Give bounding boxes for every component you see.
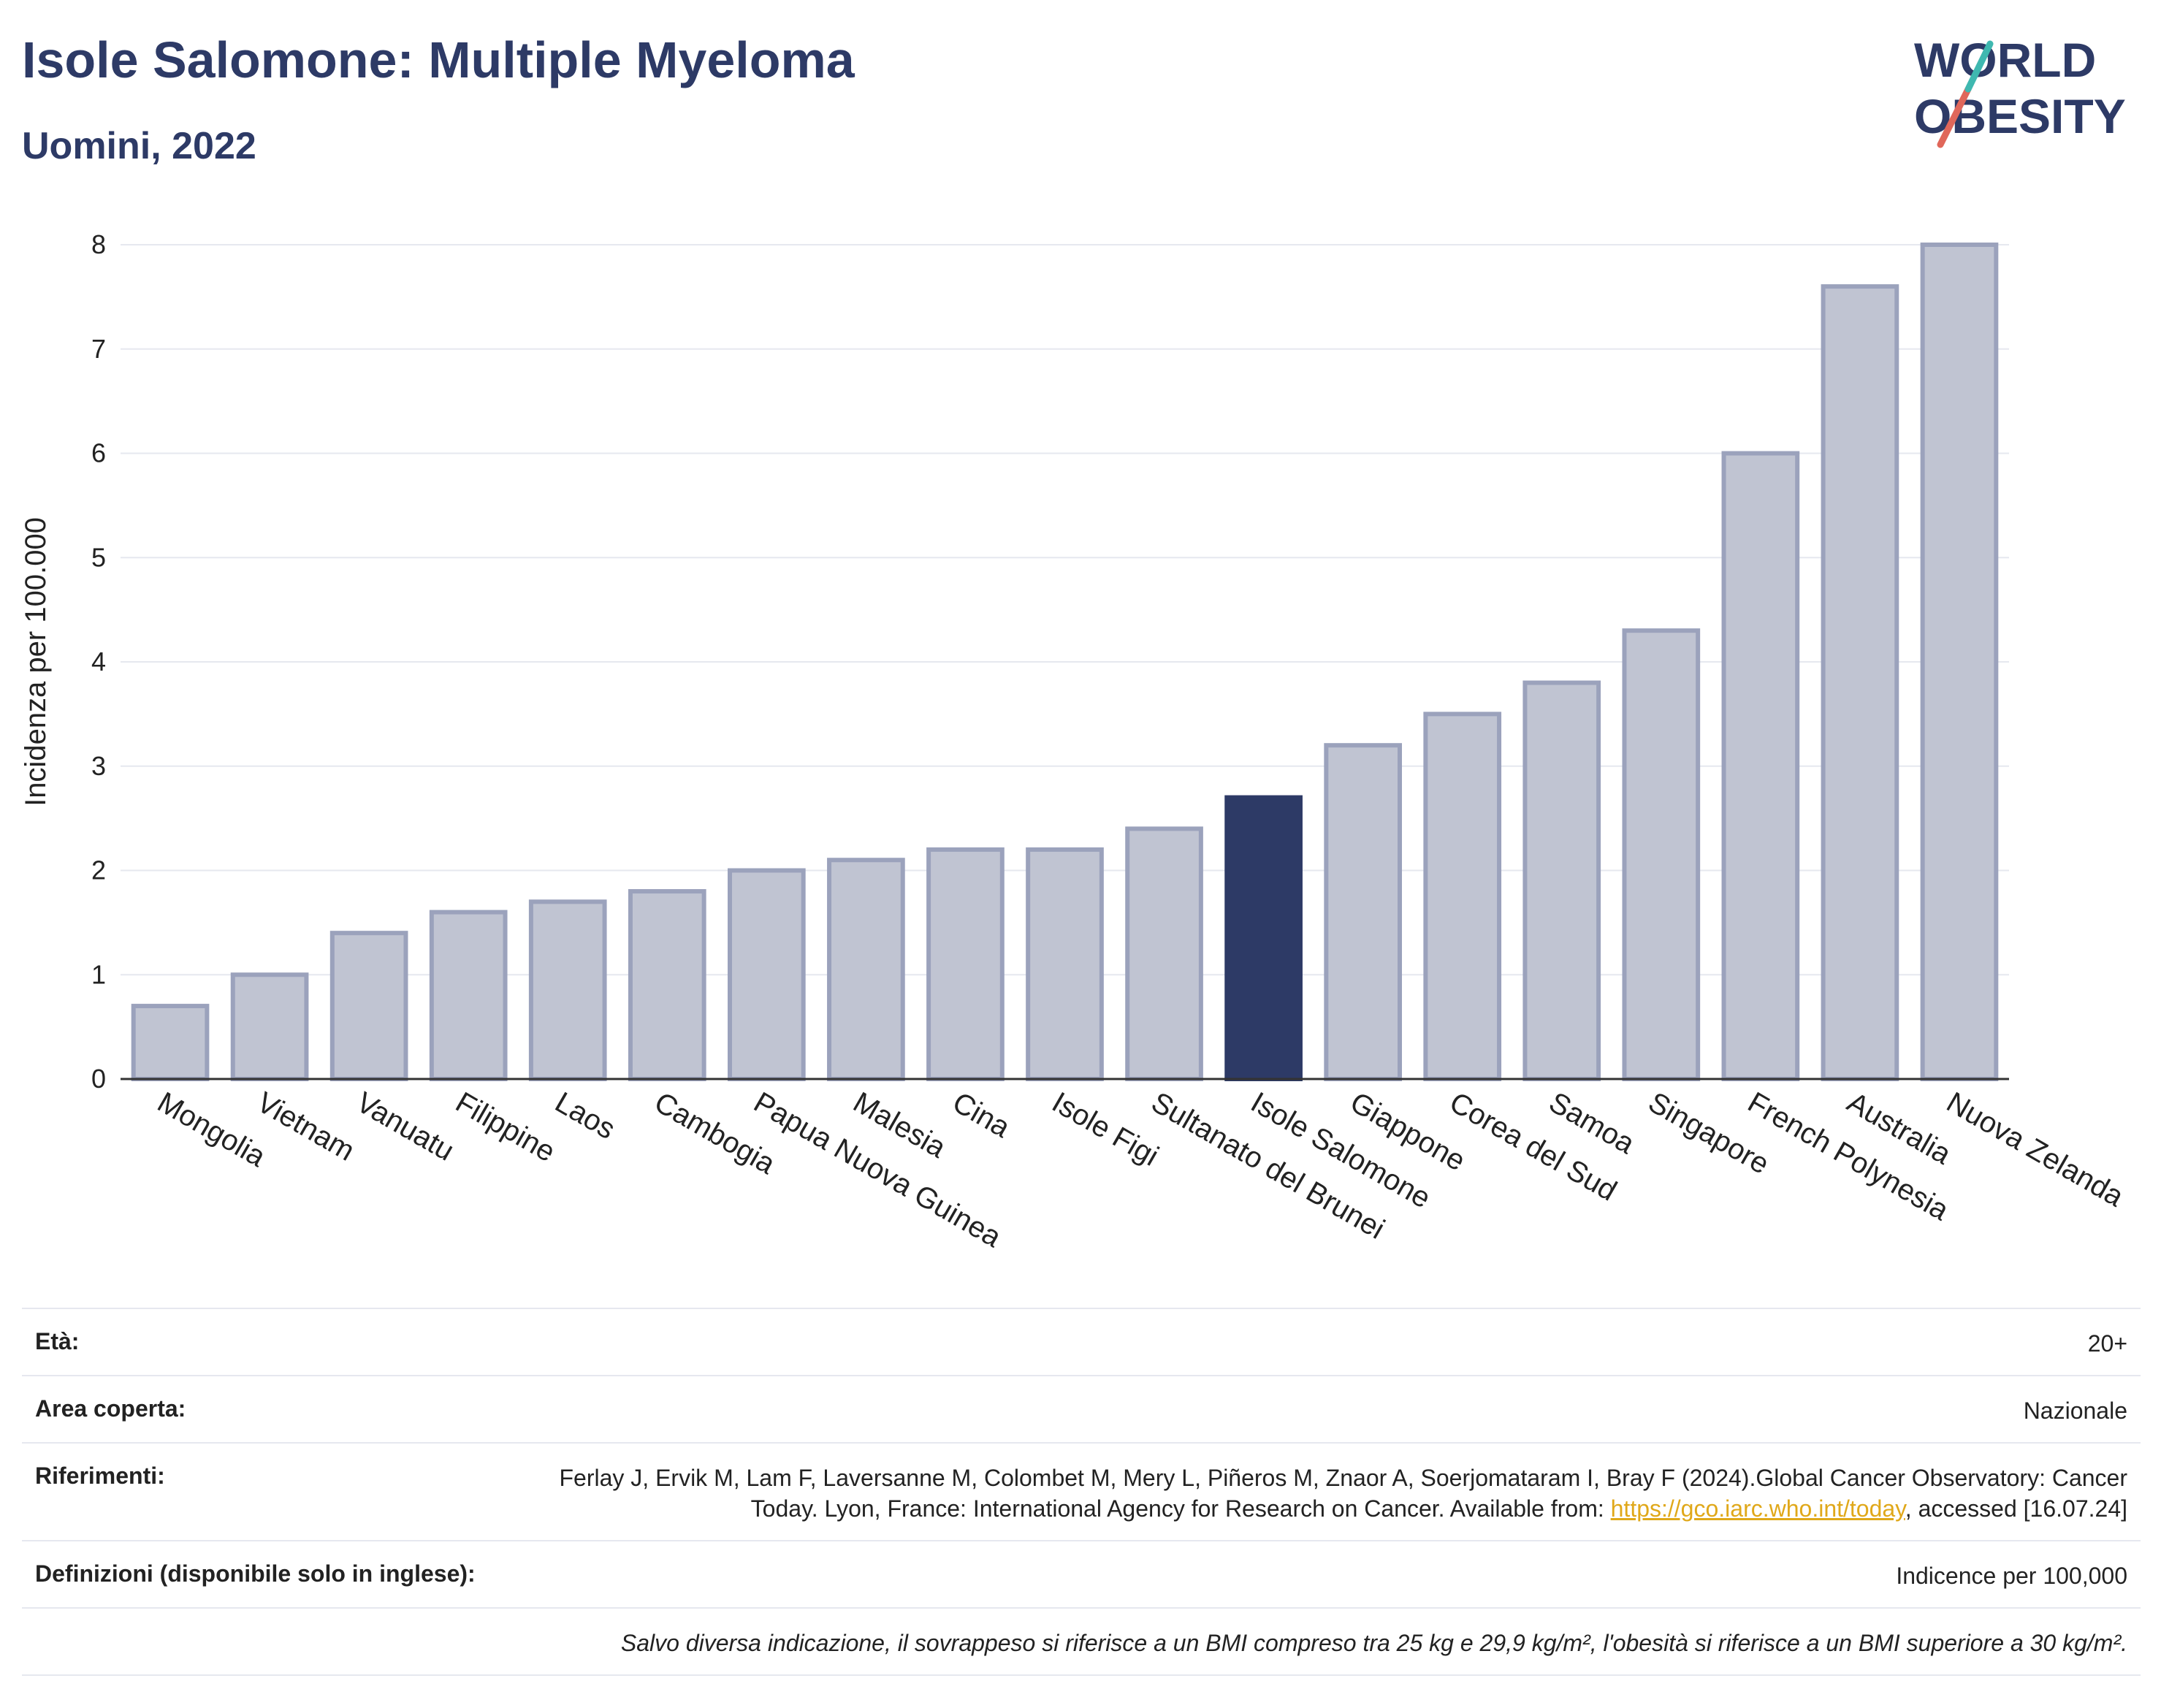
references-text-1: Ferlay J, Ervik M, Lam F, Laversanne M, … — [559, 1465, 2127, 1522]
bar-isole-salomone — [1224, 795, 1303, 1081]
bar-mongolia — [131, 1004, 210, 1081]
info-row-area: Area coperta: Nazionale — [22, 1375, 2141, 1442]
logo-line-1: WORLD — [1914, 33, 2096, 87]
y-tick-label: 3 — [91, 751, 106, 781]
references-label: Riferimenti: — [35, 1463, 165, 1489]
y-tick-label: 7 — [91, 334, 106, 364]
x-tick-label: Nuova Zelanda — [1941, 1086, 2130, 1213]
y-tick-label: 4 — [91, 647, 106, 676]
age-label: Età: — [35, 1328, 80, 1354]
logo-slash-red — [1937, 85, 1972, 148]
bar-vietnam — [230, 972, 309, 1081]
info-row-age: Età: 20+ — [22, 1308, 2141, 1375]
info-row-note: Salvo diversa indicazione, il sovrappeso… — [22, 1607, 2141, 1676]
y-tick-label: 6 — [91, 438, 106, 468]
y-tick-label: 5 — [91, 542, 106, 572]
x-tick-label: Mongolia — [152, 1086, 271, 1174]
chart-title: Isole Salomone: Multiple Myeloma — [22, 31, 855, 88]
x-tick-label: Isole Figi — [1047, 1086, 1165, 1173]
y-tick-label: 8 — [91, 229, 106, 259]
bar-vanuatu — [329, 931, 408, 1082]
x-tick-label: Vietnam — [251, 1086, 359, 1167]
y-axis-label: Incidenza per 100.000 — [20, 517, 52, 807]
bar-australia — [1821, 284, 1899, 1082]
info-table: Età: 20+ Area coperta: Nazionale Riferim… — [22, 1308, 2141, 1676]
bar-chart: 0 1 2 3 4 5 6 7 8 MongoliaVietnamVanuatuFilippin… — [20, 229, 2130, 1254]
bar-papua-nuova-guinea — [728, 868, 806, 1081]
x-tick-label: Corea del Sud — [1444, 1086, 1622, 1208]
logo-line-2: OBESITY — [1914, 89, 2126, 143]
bar-cambogia — [628, 889, 706, 1082]
bar-corea-del-sud — [1423, 712, 1502, 1081]
bar-samoa — [1522, 680, 1601, 1081]
age-value: 20+ — [2087, 1330, 2127, 1357]
area-value: Nazionale — [2023, 1398, 2127, 1424]
definitions-label: Definizioni (disponibile solo in inglese… — [35, 1560, 476, 1587]
references-value: Ferlay J, Ervik M, Lam F, Laversanne M, … — [520, 1463, 2127, 1524]
definitions-value: Indicence per 100,000 — [1896, 1563, 2127, 1589]
bar-isole-figi — [1026, 847, 1104, 1081]
bars — [131, 243, 1999, 1082]
area-label: Area coperta: — [35, 1395, 186, 1422]
info-row-definitions: Definizioni (disponibile solo in inglese… — [22, 1540, 2141, 1607]
x-tick-label: Vanuatu — [351, 1086, 459, 1167]
x-tick-label: Laos — [549, 1086, 620, 1145]
y-tick-label: 0 — [91, 1064, 106, 1094]
bar-cina — [926, 847, 1005, 1081]
y-tick-label: 1 — [91, 959, 106, 989]
bar-filippine — [429, 910, 508, 1081]
y-tick-labels: 0 1 2 3 4 5 6 7 8 — [91, 229, 106, 1094]
references-text-2: , accessed [16.07.24] — [1905, 1495, 2127, 1522]
bar-singapore — [1622, 628, 1701, 1081]
bar-sultanato-del-brunei — [1125, 826, 1203, 1082]
bar-malesia — [827, 858, 905, 1081]
world-obesity-logo: WORLD OBESITY — [1914, 33, 2126, 148]
bar-giappone — [1324, 743, 1402, 1081]
references-link[interactable]: https://gco.iarc.who.int/today — [1610, 1495, 1905, 1522]
logo-slash-teal — [1964, 40, 1994, 93]
footnote: Salvo diversa indicazione, il sovrappeso… — [620, 1630, 2127, 1656]
bar-french-polynesia — [1721, 451, 1800, 1081]
info-row-references: Riferimenti: Ferlay J, Ervik M, Lam F, L… — [22, 1442, 2141, 1540]
bar-laos — [528, 899, 607, 1081]
bar-nuova-zelanda — [1920, 243, 1999, 1081]
x-tick-label: Filippine — [450, 1086, 560, 1169]
x-tick-label: Cina — [948, 1086, 1016, 1145]
y-tick-label: 2 — [91, 855, 106, 885]
chart-subtitle: Uomini, 2022 — [22, 125, 256, 167]
